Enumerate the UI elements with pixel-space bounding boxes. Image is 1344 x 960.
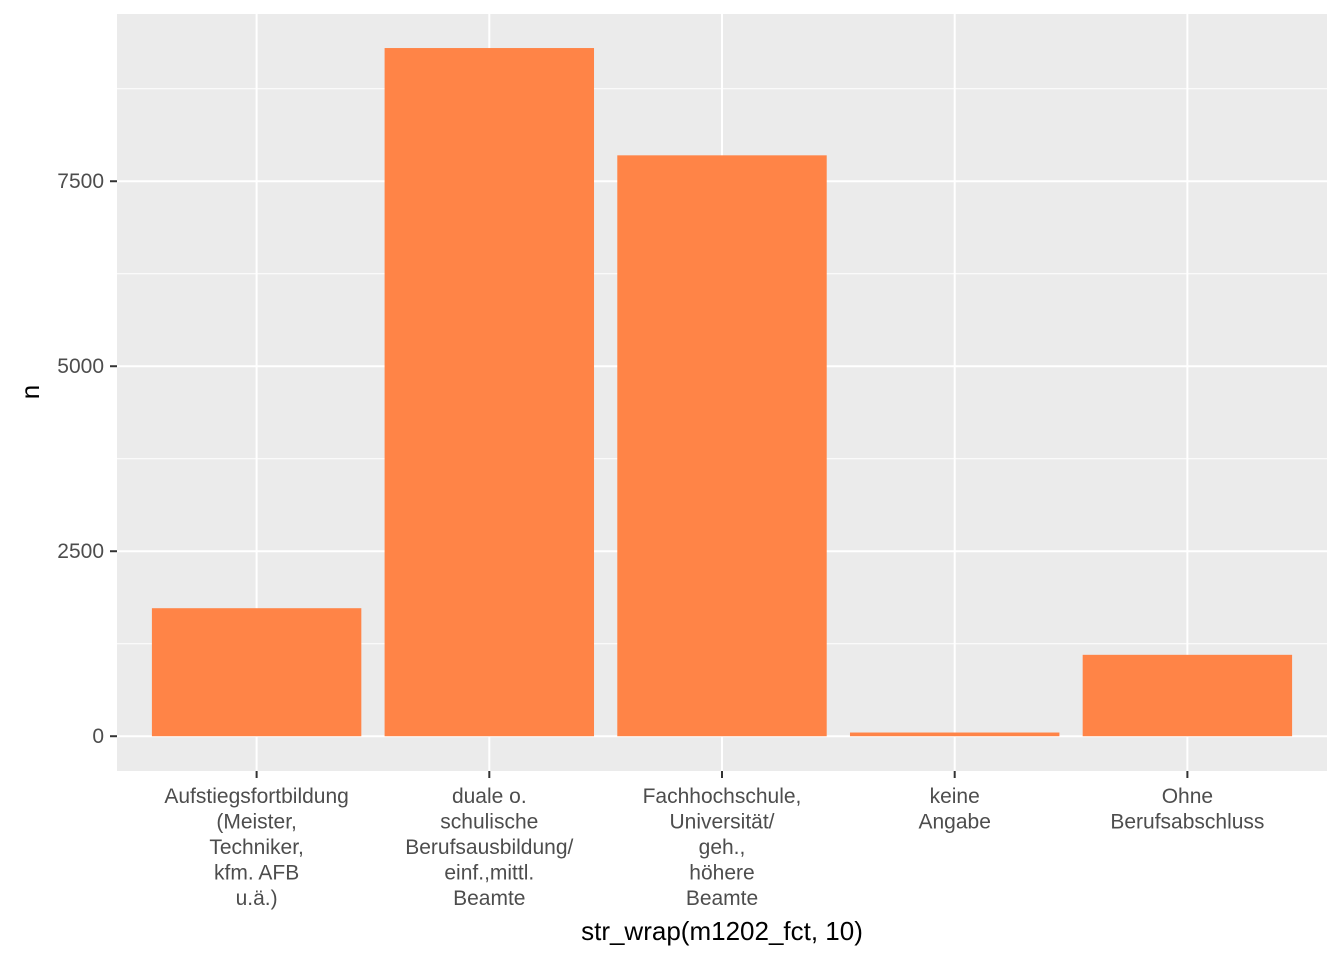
x-tick-label-line: schulische xyxy=(440,811,538,834)
x-tick-label: duale o. schulische Berufsausbildung/einf.… xyxy=(405,785,573,910)
x-tick-label-line: kfm. AFB xyxy=(214,862,299,885)
x-tick-label: Aufstiegsfortbildung (Meister, Techniker, k… xyxy=(164,785,348,910)
bars xyxy=(151,48,1293,737)
x-tick-label: Fachhochschule, Universität/geh., höhere Be… xyxy=(643,785,802,910)
bar xyxy=(151,608,362,737)
x-tick-label-line: Berufsausbildung/ xyxy=(405,836,573,859)
bar xyxy=(384,48,595,737)
x-tick-label-line: einf.,mittl. xyxy=(444,862,534,885)
x-tick-label-line: Aufstiegsfortbildung xyxy=(164,785,348,808)
x-tick-label: Ohne Berufsabschluss xyxy=(1110,785,1264,834)
y-tick-label: 7500 xyxy=(57,170,104,193)
bar xyxy=(849,732,1060,737)
y-tick-label: 2500 xyxy=(57,540,104,563)
x-tick-label-line: Beamte xyxy=(453,887,525,910)
y-axis-title: n xyxy=(15,385,45,399)
x-axis-title: str_wrap(m1202_fct, 10) xyxy=(581,916,863,946)
bar xyxy=(1082,654,1293,737)
x-tick-label-line: Fachhochschule, xyxy=(643,785,802,808)
x-axis: Aufstiegsfortbildung (Meister, Techniker, k… xyxy=(164,771,1264,910)
x-tick-label-line: Beamte xyxy=(686,887,758,910)
x-tick-label-line: u.ä.) xyxy=(236,887,278,910)
x-tick-label: keine Angabe xyxy=(918,785,990,834)
x-tick-label-line: Techniker, xyxy=(209,836,304,859)
x-tick-label-line: Universität/ xyxy=(669,811,774,834)
y-tick-label: 5000 xyxy=(57,355,104,378)
y-tick-label: 0 xyxy=(92,725,104,748)
x-tick-label-line: geh., xyxy=(699,836,746,859)
y-axis: 0 2500 5000 7500 xyxy=(57,170,117,748)
x-tick-label-line: Ohne xyxy=(1162,785,1213,808)
x-tick-label-line: (Meister, xyxy=(216,811,297,834)
x-tick-label-line: höhere xyxy=(689,862,754,885)
x-tick-label-line: Berufsabschluss xyxy=(1110,811,1264,834)
x-tick-label-line: keine xyxy=(930,785,980,808)
bar xyxy=(617,155,827,737)
x-tick-label-line: Angabe xyxy=(918,811,990,834)
x-tick-label-line: duale o. xyxy=(452,785,527,808)
